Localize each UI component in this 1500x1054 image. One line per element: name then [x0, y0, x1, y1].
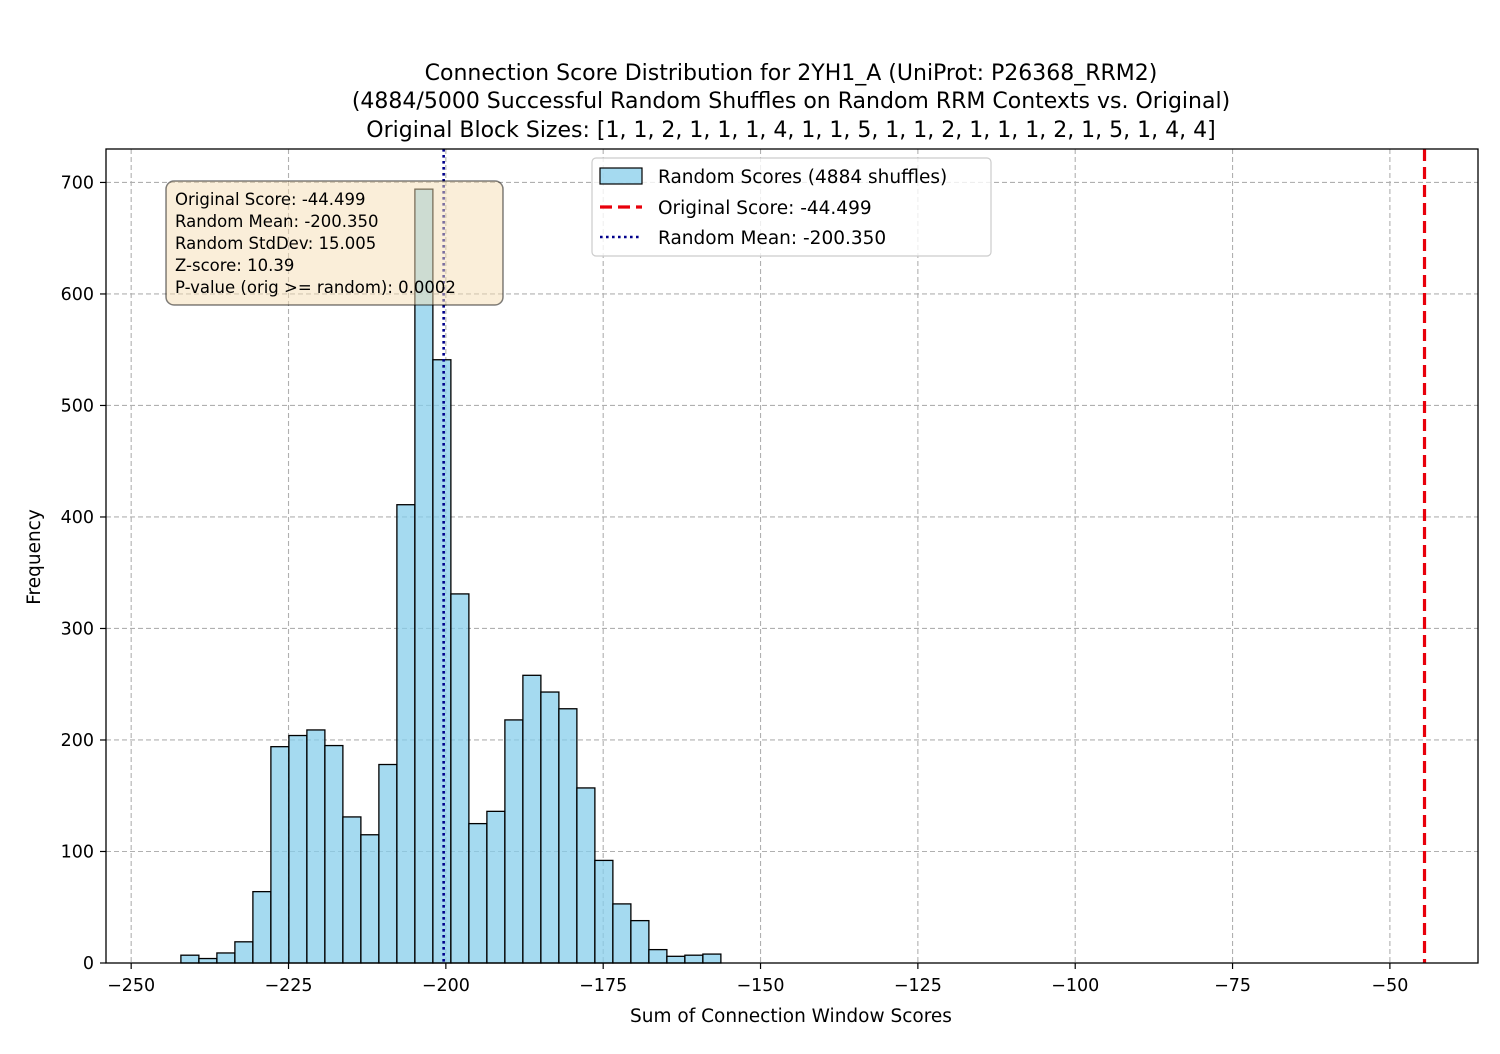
stats-p-value: P-value (orig >= random): 0.0002	[175, 278, 456, 297]
x-axis-ticks: −250 −225 −200 −175 −150 −125 −100 −75 −50	[107, 963, 1408, 996]
x-tick-label: −225	[264, 976, 312, 996]
y-tick-label: 600	[61, 285, 94, 305]
legend-frame	[591, 157, 992, 257]
chart-title-line-3: Original Block Sizes: [1, 1, 2, 1, 1, 1,…	[366, 118, 1215, 143]
histogram-bar	[558, 708, 578, 964]
x-tick-label: −125	[894, 976, 942, 996]
y-tick-label: 700	[61, 173, 94, 193]
reference-lines	[442, 149, 1427, 963]
stats-box: Original Score: -44.499 Random Mean: -20…	[165, 180, 504, 306]
x-axis-label: Sum of Connection Window Scores	[630, 1006, 952, 1027]
histogram-bar	[432, 359, 452, 964]
stats-z-score: Z-score: 10.39	[175, 256, 294, 275]
histogram-bar	[630, 919, 650, 964]
histogram-bar	[522, 674, 542, 964]
stats-original-score: Original Score: -44.499	[175, 190, 366, 209]
histogram-bar	[540, 691, 560, 964]
histogram-bar	[252, 890, 272, 964]
y-tick-label: 200	[61, 731, 94, 751]
histogram-bar	[594, 859, 614, 964]
histogram-bar	[648, 948, 668, 964]
histogram-bar	[288, 734, 308, 964]
stats-random-stddev: Random StdDev: 15.005	[175, 234, 376, 253]
y-tick-label: 0	[83, 954, 94, 974]
histogram-bar	[360, 834, 380, 964]
histogram-bar	[666, 955, 686, 964]
x-tick-label: −75	[1214, 976, 1251, 996]
histogram-bars	[180, 188, 722, 964]
histogram-bar	[270, 746, 290, 964]
y-tick-label: 100	[61, 842, 94, 862]
chart-title-line-2: (4884/5000 Successful Random Shuffles on…	[352, 89, 1230, 114]
histogram-bar	[504, 719, 524, 964]
y-tick-label: 400	[61, 508, 94, 528]
histogram-bar	[684, 954, 704, 964]
chart-title-line-1: Connection Score Distribution for 2YH1_A…	[425, 61, 1158, 86]
histogram-bar	[198, 957, 218, 964]
y-axis-label: Frequency	[24, 509, 45, 605]
histogram-bar	[396, 504, 416, 964]
plot-frame	[105, 148, 1479, 964]
x-tick-label: −250	[107, 976, 155, 996]
histogram-bar	[216, 952, 236, 964]
legend-label-original-score: Original Score: -44.499	[658, 198, 872, 219]
histogram-bar	[702, 953, 722, 964]
histogram-bar	[576, 787, 596, 964]
y-tick-label: 300	[61, 619, 94, 639]
histogram-bar	[450, 593, 470, 964]
legend-label-random-scores: Random Scores (4884 shuffles)	[658, 167, 947, 188]
histogram-bar	[342, 816, 362, 964]
x-tick-label: −175	[579, 976, 627, 996]
y-tick-label: 500	[61, 396, 94, 416]
legend-swatch-random-scores	[599, 167, 643, 185]
y-axis-ticks: 0 100 200 300 400 500 600 700	[61, 173, 106, 974]
x-tick-label: −100	[1051, 976, 1099, 996]
stats-random-mean: Random Mean: -200.350	[175, 212, 379, 231]
legend: Random Scores (4884 shuffles) Original S…	[591, 157, 992, 257]
histogram-bar	[486, 810, 506, 964]
legend-label-random-mean: Random Mean: -200.350	[658, 228, 886, 249]
x-tick-label: −150	[736, 976, 784, 996]
stats-box-background	[165, 180, 504, 306]
x-tick-label: −200	[422, 976, 470, 996]
histogram-bar	[612, 903, 632, 964]
histogram-bar	[180, 954, 200, 964]
histogram-bar	[234, 941, 254, 964]
x-tick-label: −50	[1371, 976, 1408, 996]
histogram-bar	[378, 763, 398, 964]
histogram-bar	[468, 822, 488, 964]
histogram-bar	[306, 729, 326, 964]
histogram-bar	[324, 744, 344, 964]
